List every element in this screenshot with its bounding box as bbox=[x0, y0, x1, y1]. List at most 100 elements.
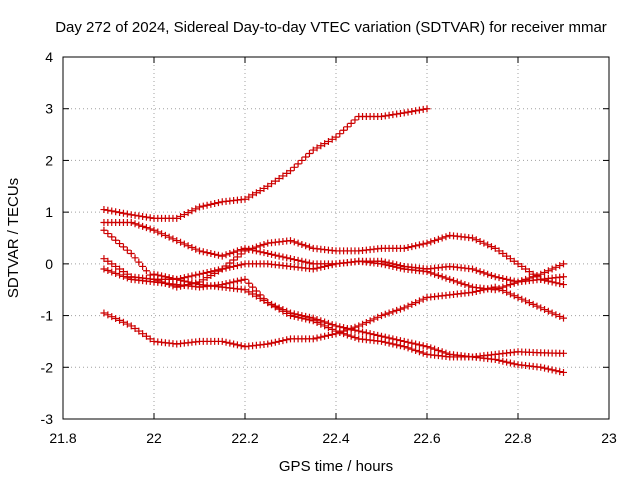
data-point bbox=[400, 109, 408, 117]
data-point bbox=[302, 312, 310, 320]
data-point bbox=[560, 349, 567, 357]
data-point bbox=[237, 261, 245, 269]
data-point bbox=[503, 288, 511, 296]
data-point bbox=[415, 241, 423, 249]
data-point bbox=[249, 290, 257, 298]
data-point bbox=[495, 274, 503, 282]
data-point bbox=[188, 272, 196, 280]
data-point bbox=[100, 206, 108, 214]
data-point bbox=[442, 233, 450, 241]
data-point bbox=[324, 319, 332, 327]
data-point bbox=[207, 250, 215, 258]
data-point bbox=[374, 331, 382, 339]
data-point bbox=[237, 342, 245, 350]
data-point bbox=[419, 105, 427, 113]
data-point bbox=[135, 221, 143, 229]
data-point bbox=[119, 243, 127, 251]
data-point bbox=[146, 335, 154, 343]
data-point bbox=[400, 337, 408, 345]
data-point bbox=[256, 187, 264, 195]
data-point bbox=[472, 287, 480, 295]
data-point bbox=[184, 278, 192, 286]
data-point bbox=[506, 255, 514, 263]
data-point bbox=[427, 238, 435, 246]
data-point bbox=[283, 336, 291, 344]
data-point bbox=[396, 109, 404, 117]
data-point bbox=[472, 236, 480, 244]
data-point bbox=[332, 322, 340, 330]
data-point bbox=[203, 201, 211, 209]
data-point bbox=[214, 266, 222, 274]
data-point bbox=[298, 312, 306, 320]
data-point bbox=[135, 212, 143, 220]
data-point bbox=[199, 269, 207, 277]
data-point bbox=[135, 327, 143, 335]
data-point bbox=[378, 257, 385, 265]
data-point bbox=[233, 247, 241, 255]
data-point bbox=[556, 280, 564, 288]
data-point bbox=[347, 325, 355, 333]
data-point bbox=[192, 245, 200, 253]
data-point bbox=[268, 339, 276, 347]
data-point bbox=[100, 226, 108, 234]
data-point bbox=[139, 262, 147, 270]
y-tick-label: -1 bbox=[41, 308, 54, 324]
x-tick-label: 22.2 bbox=[231, 430, 258, 446]
data-point bbox=[446, 275, 454, 283]
data-point bbox=[427, 344, 435, 352]
data-point bbox=[146, 214, 154, 222]
data-point bbox=[287, 255, 294, 263]
data-point bbox=[332, 133, 340, 141]
data-point bbox=[154, 228, 162, 236]
data-point bbox=[139, 213, 147, 221]
x-tick-label: 21.8 bbox=[49, 430, 76, 446]
data-point bbox=[518, 295, 526, 303]
data-point bbox=[108, 233, 116, 241]
data-point bbox=[491, 244, 499, 252]
data-point bbox=[506, 290, 514, 298]
data-point bbox=[324, 262, 332, 270]
data-point bbox=[233, 262, 241, 270]
data-point bbox=[108, 268, 116, 276]
data-point bbox=[332, 330, 340, 338]
data-point bbox=[100, 255, 108, 263]
data-point bbox=[499, 287, 507, 295]
series-2 bbox=[100, 226, 567, 291]
data-point bbox=[412, 340, 420, 348]
data-point bbox=[552, 311, 560, 319]
data-point bbox=[321, 140, 329, 148]
data-point bbox=[268, 300, 276, 308]
data-point bbox=[514, 293, 522, 301]
data-point bbox=[404, 243, 412, 251]
data-point bbox=[491, 273, 499, 281]
data-point bbox=[241, 275, 249, 283]
data-point bbox=[112, 269, 120, 277]
y-tick-label: 2 bbox=[45, 152, 53, 168]
data-point bbox=[271, 251, 279, 259]
data-point bbox=[503, 282, 511, 290]
data-point bbox=[548, 366, 556, 374]
data-point bbox=[249, 246, 257, 254]
data-point bbox=[415, 106, 423, 114]
data-point bbox=[211, 267, 219, 275]
data-point bbox=[317, 263, 325, 271]
data-point bbox=[226, 263, 234, 271]
data-point bbox=[279, 337, 287, 345]
data-point bbox=[309, 265, 317, 273]
data-point bbox=[222, 338, 230, 346]
data-point bbox=[317, 317, 325, 325]
x-tick-label: 22.8 bbox=[504, 430, 531, 446]
data-point bbox=[374, 313, 382, 321]
data-point bbox=[389, 308, 397, 316]
data-point bbox=[393, 306, 401, 314]
x-axis-label: GPS time / hours bbox=[279, 458, 393, 475]
data-point bbox=[484, 241, 492, 249]
data-point bbox=[264, 250, 272, 258]
data-point bbox=[252, 247, 260, 255]
data-point bbox=[522, 265, 530, 273]
data-point bbox=[491, 283, 499, 291]
data-point bbox=[199, 248, 207, 256]
data-point bbox=[104, 230, 112, 238]
data-point bbox=[211, 250, 219, 258]
data-point bbox=[336, 323, 344, 331]
